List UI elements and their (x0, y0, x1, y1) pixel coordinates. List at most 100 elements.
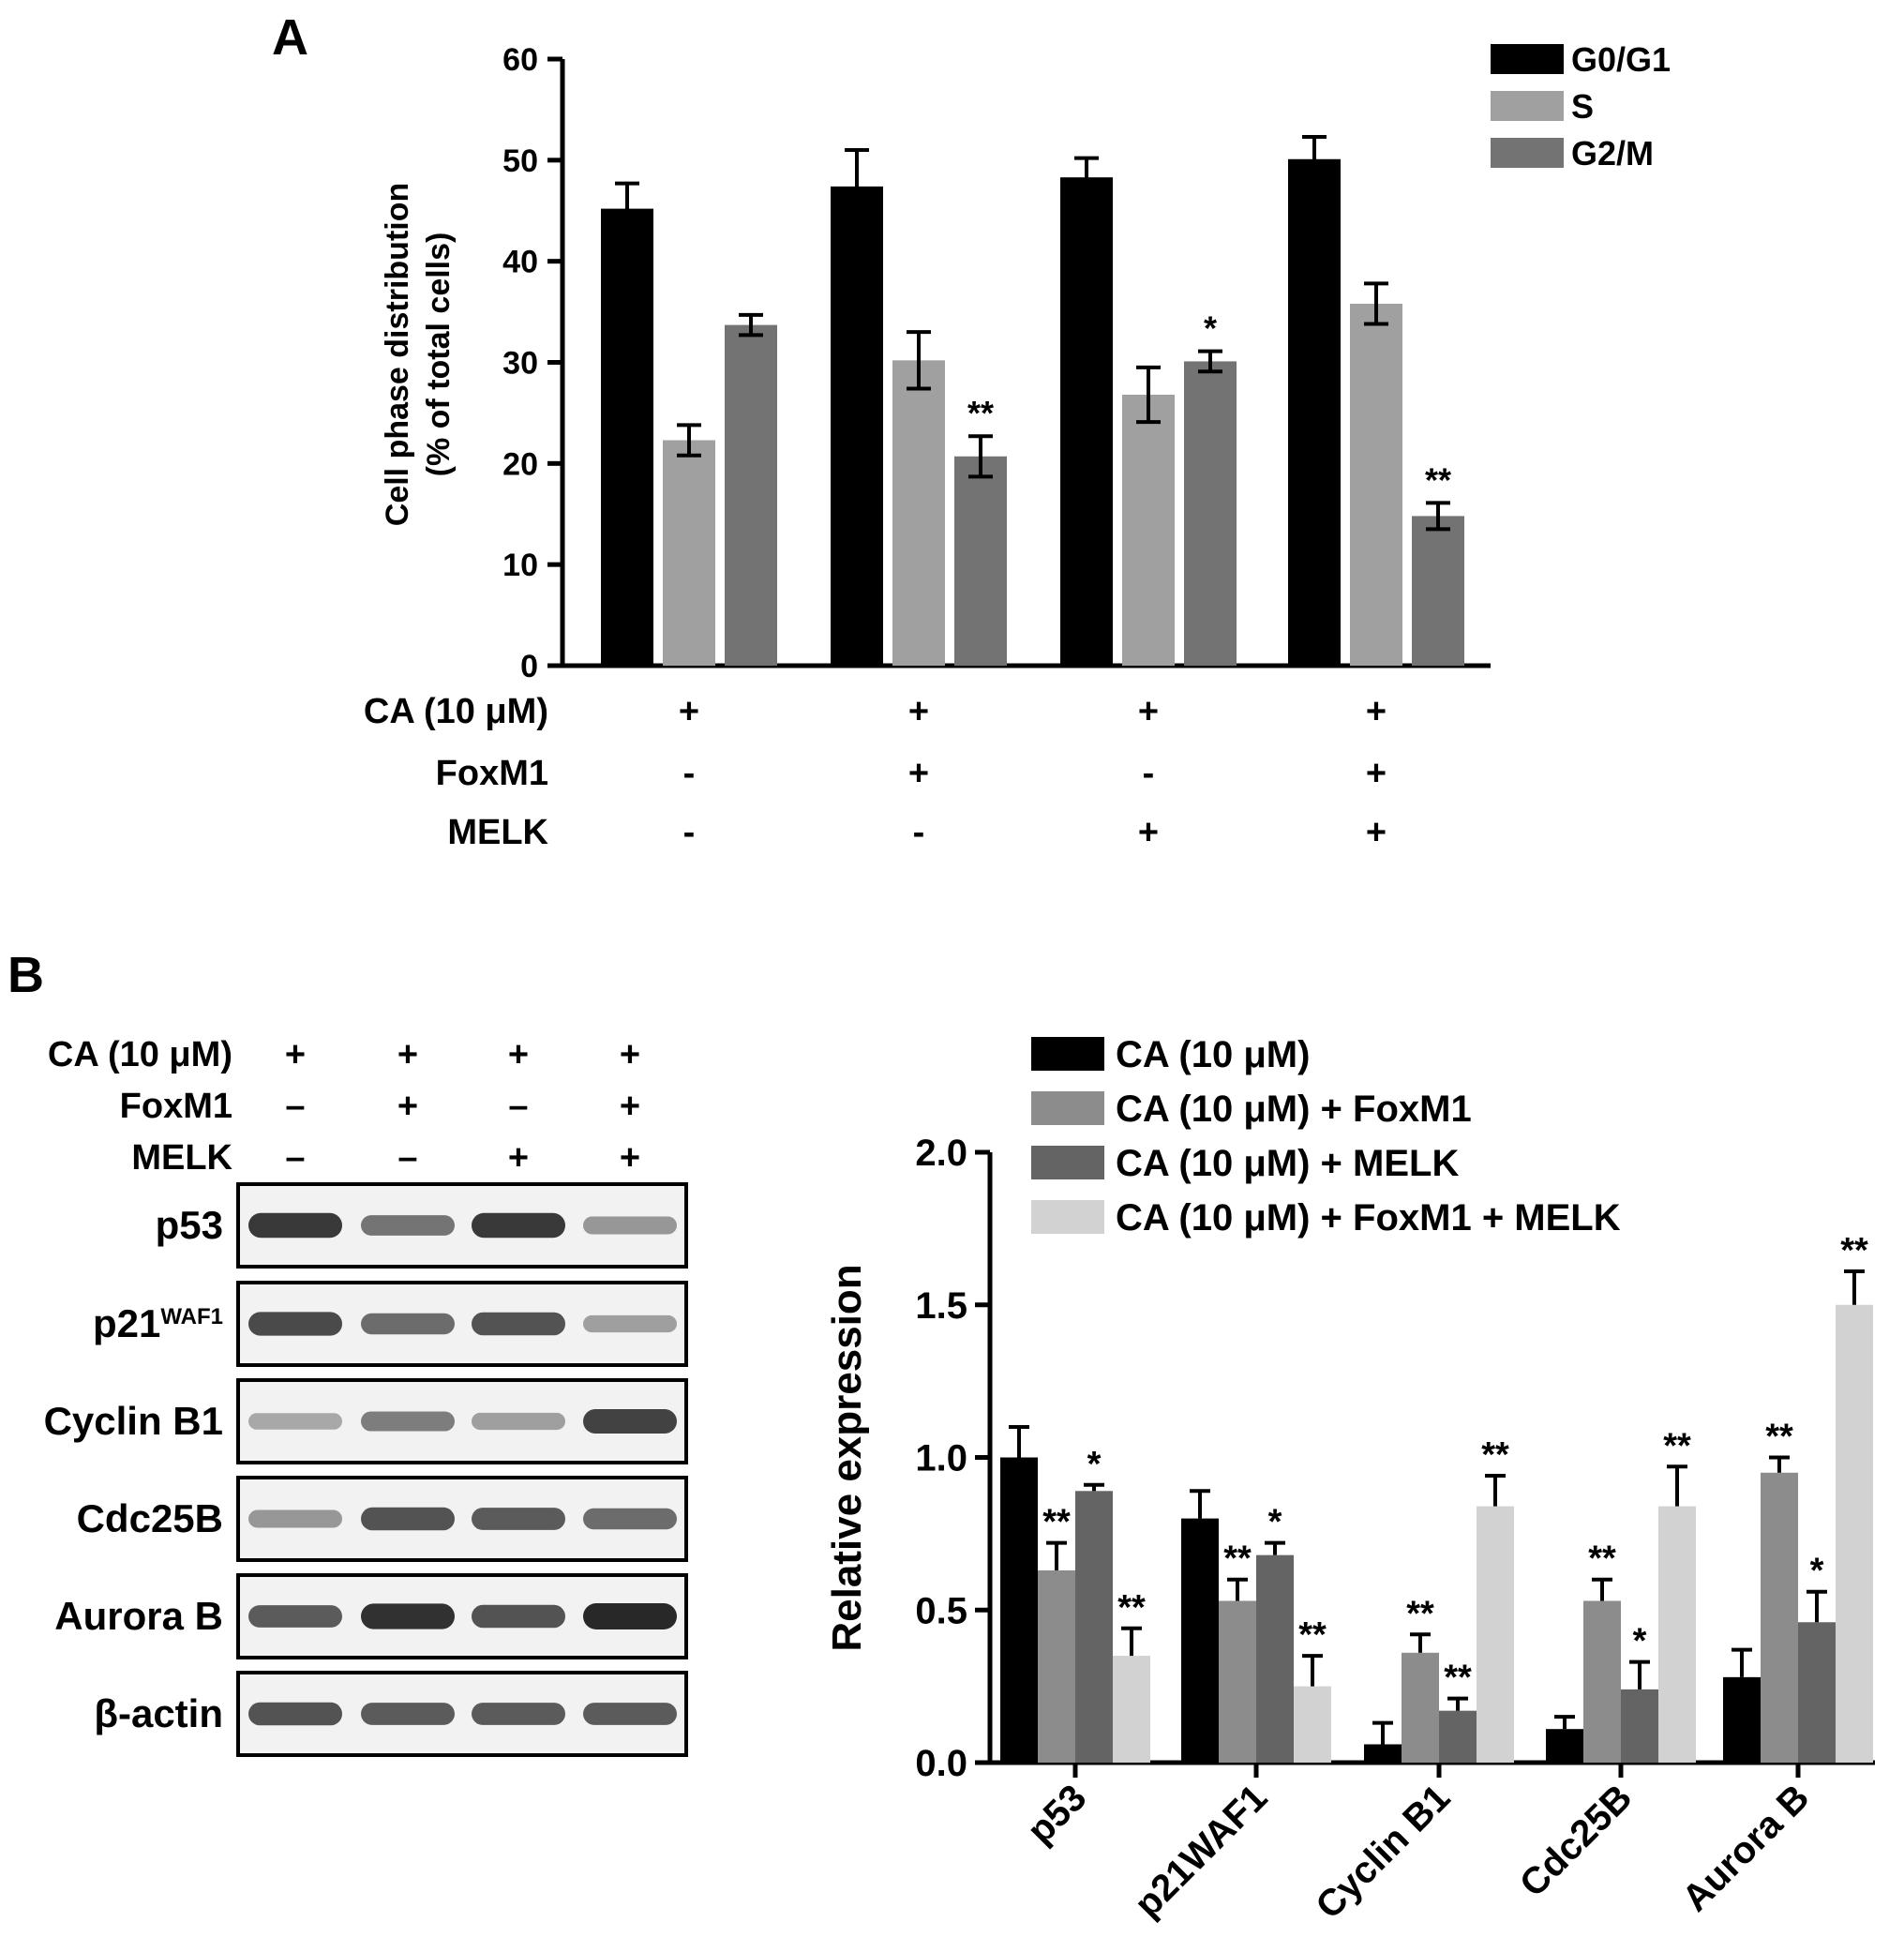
significance-mark: ** (1481, 1435, 1509, 1475)
legend-label: CA (10 μM) + FoxM1 (1116, 1089, 1472, 1130)
blot-label: Aurora B (54, 1594, 223, 1638)
blot-band (248, 1509, 342, 1528)
legend-label: S (1571, 87, 1594, 126)
bar (1723, 1676, 1761, 1763)
treatment-label: CA (10 μM) (48, 1035, 232, 1074)
x-tick-label: Aurora B (1674, 1777, 1817, 1919)
blot-label-text: Cyclin B1 (44, 1399, 223, 1443)
treatment-label: MELK (447, 813, 548, 852)
legend-swatch (1031, 1037, 1104, 1071)
significance-mark: ** (1588, 1539, 1616, 1579)
treatment-sign: + (620, 1035, 640, 1074)
x-tick-label: Cdc25B (1512, 1777, 1640, 1904)
treatment-sign: + (1366, 754, 1387, 793)
y-axis-label-line: Cell phase distribution (380, 183, 415, 526)
treatment-sign: + (285, 1035, 306, 1074)
treatment-sign: + (620, 1138, 640, 1178)
bar (601, 208, 653, 667)
blot-label-text: p21 (93, 1301, 160, 1345)
bar (1184, 361, 1237, 666)
blot-band (361, 1215, 455, 1236)
panel-b-treatment-table: CA (10 μM) + + + + FoxM1 – + – + MELK – – + + (48, 1035, 640, 1178)
legend-label: CA (10 μM) (1116, 1034, 1310, 1075)
blot-band (583, 1603, 677, 1629)
blot-band (583, 1409, 677, 1434)
treatment-sign: – (397, 1138, 417, 1178)
blot-band (472, 1212, 565, 1239)
y-axis-label: Relative expression (824, 1264, 870, 1651)
treatment-sign: + (1138, 813, 1159, 852)
treatment-sign: + (508, 1035, 529, 1074)
bar (663, 440, 715, 666)
blot-label: β-actin (94, 1691, 223, 1735)
significance-mark: ** (1425, 460, 1451, 499)
x-tick-label: p21WAF1 (1127, 1777, 1275, 1925)
significance-mark: ** (1444, 1659, 1472, 1698)
bar (1546, 1729, 1583, 1763)
blot-band (472, 1703, 565, 1725)
significance-mark: ** (1223, 1539, 1252, 1579)
treatment-label: CA (10 μM) (364, 692, 548, 731)
y-tick-label: 20 (502, 446, 538, 482)
significance-mark: ** (967, 394, 994, 432)
y-tick-label: 0.0 (915, 1743, 967, 1784)
legend-swatch (1031, 1146, 1104, 1179)
significance-mark: * (1810, 1552, 1824, 1591)
y-axis-label-line: (% of total cells) (421, 233, 457, 477)
legend-swatch (1031, 1200, 1104, 1234)
blot-band (583, 1314, 677, 1333)
blot-label-text: β-actin (94, 1691, 223, 1735)
blot-band (472, 1604, 565, 1629)
blot-label-text: Aurora B (54, 1594, 223, 1638)
bar (1000, 1457, 1038, 1763)
bar (1402, 1652, 1439, 1763)
treatment-sign: + (908, 692, 929, 731)
y-tick-label: 0.5 (915, 1590, 967, 1631)
bar (1181, 1518, 1219, 1763)
blot-label: Cyclin B1 (44, 1399, 223, 1443)
blot-band (248, 1212, 342, 1239)
bar (1256, 1554, 1294, 1763)
y-tick-label: 2.0 (915, 1133, 967, 1174)
significance-mark: * (1268, 1503, 1282, 1542)
blot-band (472, 1412, 565, 1431)
panel-b-letter: B (7, 947, 44, 1003)
blot-band (361, 1313, 455, 1335)
blot-band (472, 1312, 565, 1336)
treatment-sign: – (508, 1087, 528, 1126)
blot-band (361, 1603, 455, 1629)
treatment-sign: - (913, 813, 925, 852)
treatment-label: MELK (131, 1138, 232, 1178)
western-blot: p53 p21WAF1 Cyclin B1 Cdc25B Aurora B β-actin (44, 1182, 688, 1757)
y-tick-label: 1.5 (915, 1285, 967, 1327)
significance-mark: ** (1042, 1503, 1071, 1542)
y-tick-label: 30 (502, 346, 538, 382)
blot-label-superscript: WAF1 (160, 1304, 223, 1329)
bar (1038, 1569, 1075, 1763)
blot-band (583, 1703, 677, 1725)
blot-band (583, 1216, 677, 1235)
bar (1219, 1600, 1256, 1763)
bar (1294, 1686, 1331, 1763)
blot-band (248, 1605, 342, 1628)
blot-band (361, 1703, 455, 1725)
bar (1122, 395, 1175, 666)
treatment-label: FoxM1 (120, 1087, 232, 1126)
treatment-sign: - (683, 813, 696, 852)
blot-label: Cdc25B (77, 1496, 223, 1540)
bar (1364, 1744, 1402, 1763)
blot-band (472, 1508, 565, 1530)
treatment-label: FoxM1 (436, 754, 548, 793)
legend-label: G0/G1 (1571, 40, 1671, 79)
treatment-sign: + (679, 692, 699, 731)
y-tick-label: 0 (520, 649, 538, 684)
bar (1113, 1656, 1150, 1763)
y-tick-label: 40 (502, 245, 538, 280)
treatment-sign: + (1138, 692, 1159, 731)
blot-band (361, 1507, 455, 1531)
blot-band (248, 1413, 342, 1430)
significance-mark: ** (1663, 1426, 1691, 1465)
bar (1621, 1689, 1658, 1763)
